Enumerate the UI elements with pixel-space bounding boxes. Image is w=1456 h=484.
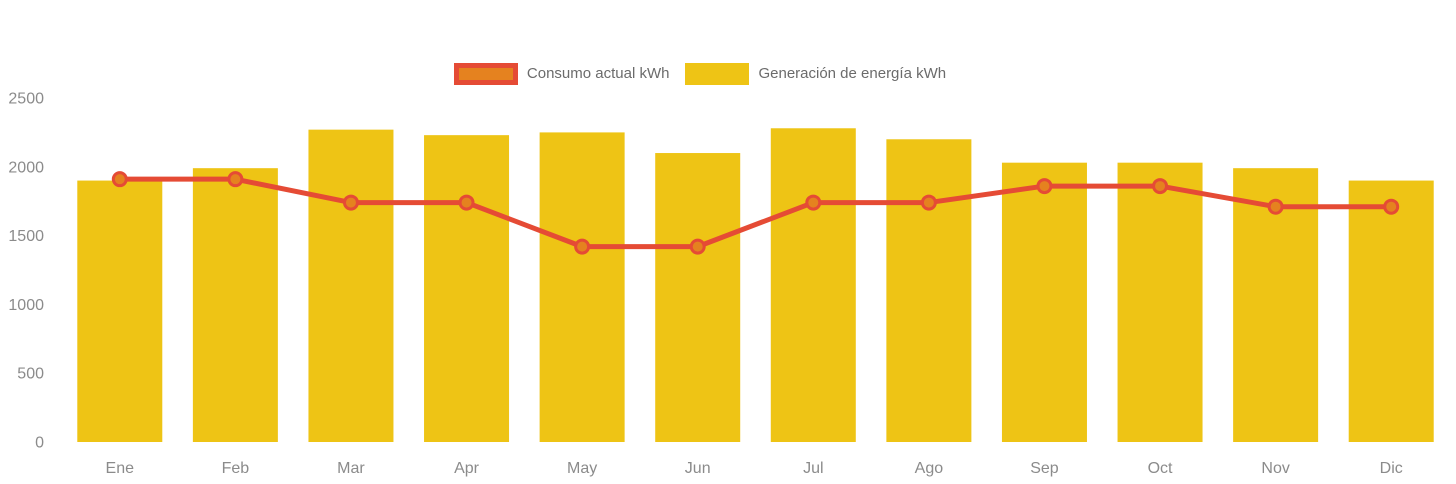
x-axis-label-jun: Jun <box>685 460 711 477</box>
consumo-line-swatch-icon <box>453 63 518 85</box>
x-axis-label-oct: Oct <box>1148 460 1173 477</box>
marker-sep[interactable] <box>1036 178 1053 195</box>
bar-may[interactable] <box>539 132 625 442</box>
bar-jul[interactable] <box>770 128 856 442</box>
bar-feb[interactable] <box>192 168 278 442</box>
bar-mar[interactable] <box>308 129 394 442</box>
marker-apr[interactable] <box>458 194 475 211</box>
marker-mar[interactable] <box>342 194 359 211</box>
x-axis-label-dic: Dic <box>1380 460 1403 477</box>
bar-apr[interactable] <box>424 135 510 443</box>
marker-nov[interactable] <box>1267 198 1284 215</box>
legend-label-generacion: Generación de energía kWh <box>758 65 947 82</box>
bar-oct[interactable] <box>1117 162 1203 442</box>
bar-dic[interactable] <box>1348 180 1434 442</box>
marker-ago[interactable] <box>920 194 937 211</box>
x-axis-label-jul: Jul <box>803 460 823 477</box>
x-axis-label-mar: Mar <box>337 460 365 477</box>
bar-sep[interactable] <box>1001 162 1087 442</box>
bar-series-generacion <box>77 128 1434 443</box>
x-axis: Ene Feb Mar Apr May Jun Jul Ago Sep Oct Nov Dic <box>106 460 1403 477</box>
marker-may[interactable] <box>574 238 591 255</box>
bar-ago[interactable] <box>886 139 972 442</box>
y-axis-label-500: 500 <box>17 366 44 383</box>
y-axis-label-1000: 1000 <box>8 297 44 314</box>
x-axis-label-nov: Nov <box>1261 460 1289 477</box>
x-axis-label-sep: Sep <box>1030 460 1059 477</box>
marker-jul[interactable] <box>805 194 822 211</box>
bar-ene[interactable] <box>77 180 163 442</box>
y-axis: 0 500 1000 1500 2000 2500 <box>8 91 44 452</box>
y-axis-label-0: 0 <box>35 435 44 452</box>
marker-oct[interactable] <box>1152 178 1169 195</box>
x-axis-label-apr: Apr <box>454 460 480 477</box>
consumo-line <box>117 176 1394 250</box>
bar-jun[interactable] <box>655 153 741 443</box>
marker-ene[interactable] <box>111 171 128 188</box>
x-axis-label-feb: Feb <box>222 460 250 477</box>
legend-item-consumo[interactable]: Consumo actual kWh <box>453 63 670 85</box>
y-axis-label-2500: 2500 <box>8 91 44 108</box>
x-axis-label-ago: Ago <box>915 460 944 477</box>
legend-item-generacion[interactable]: Generación de energía kWh <box>685 63 946 85</box>
line-series-consumo <box>111 171 1400 255</box>
x-axis-label-may: May <box>567 460 597 477</box>
marker-jun[interactable] <box>689 238 706 255</box>
legend: Consumo actual kWh Generación de energía… <box>0 63 1428 85</box>
y-axis-label-1500: 1500 <box>8 228 44 245</box>
legend-label-consumo: Consumo actual kWh <box>526 65 670 82</box>
x-axis-label-ene: Ene <box>106 460 135 477</box>
marker-feb[interactable] <box>227 171 244 188</box>
y-axis-label-2000: 2000 <box>8 159 44 176</box>
marker-dic[interactable] <box>1383 198 1400 215</box>
generacion-bar-swatch-icon <box>685 63 750 85</box>
